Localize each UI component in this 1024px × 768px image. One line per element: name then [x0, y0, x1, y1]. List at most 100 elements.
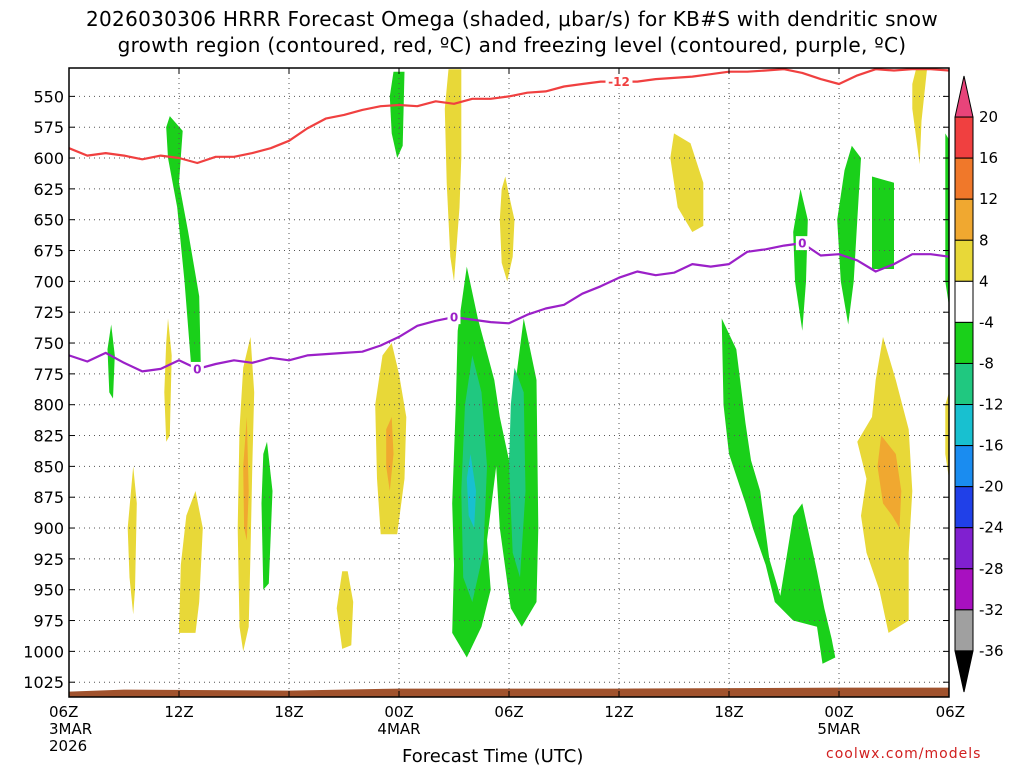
contour-label-freezing-level: 0 [450, 311, 458, 325]
y-tick-label: 650 [33, 211, 64, 230]
colorbar-segment [954, 280, 974, 323]
chart-title-line-1: 2026030306 HRRR Forecast Omega (shaded, … [86, 7, 938, 31]
omega-region-down-13z [179, 491, 203, 633]
colorbar-segment [954, 198, 974, 241]
contour-label-bg [190, 361, 204, 376]
x-tick-sublabel: 5MAR [817, 720, 860, 738]
contour-label-bg [447, 310, 461, 325]
x-tick-sublabel: 3MAR [49, 720, 92, 738]
y-tick-label: 750 [33, 334, 64, 353]
omega-region-up-19z [721, 318, 836, 664]
colorbar-label: -16 [979, 437, 1004, 455]
omega-region-up-09z [107, 324, 115, 399]
omega-region-up-16z [261, 441, 273, 590]
y-tick-label: 875 [33, 488, 64, 507]
y-tick-label: 775 [33, 365, 64, 384]
x-tick-sublabel: 4MAR [377, 720, 420, 738]
colorbar-segment [954, 527, 974, 570]
y-tick-label: 950 [33, 581, 64, 600]
omega-region-up-22z [793, 188, 808, 331]
colorbar-segment [954, 486, 974, 529]
colorbar-label: -12 [979, 396, 1004, 414]
colorbar-segment [954, 321, 974, 364]
omega-region-down-14z [670, 133, 704, 232]
contour-label-bg [605, 74, 633, 89]
omega-region-up-03z-core [466, 454, 476, 528]
colorbar-segment [954, 404, 974, 447]
y-tick-label: 600 [33, 149, 64, 168]
omega-region-down-05z [499, 176, 515, 282]
y-tick-label: 625 [33, 180, 64, 199]
y-tick-label: 700 [33, 272, 64, 291]
x-tick-label: 06Z [494, 703, 523, 721]
colorbar-label: -8 [979, 354, 994, 372]
colorbar-segment [954, 568, 974, 611]
x-tick-label: 00Z [824, 703, 853, 721]
y-tick-label: 975 [33, 612, 64, 631]
x-tick-label: 06Z [49, 703, 78, 721]
colorbar-label: 20 [979, 108, 998, 126]
x-axis-label: Forecast Time (UTC) [402, 746, 584, 767]
colorbar-label: -36 [979, 642, 1004, 660]
contour-label-freezing-level: 0 [798, 237, 806, 251]
y-tick-label: 800 [33, 396, 64, 415]
y-tick-label: 900 [33, 519, 64, 538]
y-tick-label: 675 [33, 242, 64, 261]
omega-region-up-00z-upper [389, 71, 405, 158]
x-tick-label: 06Z [936, 703, 965, 721]
x-tick-sublabel-year: 2026 [49, 737, 87, 755]
colorbar-label: 16 [979, 149, 998, 167]
contour-label-dendritic-growth-region: -12 [608, 75, 630, 89]
contour-label-bg [795, 236, 809, 251]
colorbar-label: -28 [979, 560, 1004, 578]
omega-region-down-02z [444, 69, 462, 282]
y-tick-label: 925 [33, 550, 64, 569]
colorbar-label: -32 [979, 601, 1004, 619]
omega-region-down-15z-core [243, 417, 249, 541]
colorbar-label: -24 [979, 519, 1004, 537]
axes: 550 575 600 625 650 675 700 725 750 775 800 825 850 8… [23, 67, 965, 755]
contour-label-freezing-level: 0 [193, 362, 201, 376]
colorbar: 20 16 12 8 4 -4 -8 -12 -16 -20 -24 -28 -32 -36 [954, 75, 1004, 693]
omega-region-down-20z [336, 571, 354, 649]
y-tick-label: 550 [33, 87, 64, 106]
y-tick-label: 1000 [23, 642, 64, 661]
omega-region-down-00z-core [386, 417, 394, 491]
omega-region-down-12z [164, 318, 172, 442]
y-tick-label: 725 [33, 303, 64, 322]
colorbar-label: 4 [979, 272, 989, 290]
colorbar-label: 8 [979, 231, 989, 249]
grid [69, 68, 949, 697]
x-tick-label: 12Z [164, 703, 193, 721]
colorbar-segment [954, 609, 974, 652]
omega-region-up-12z-upper [166, 116, 201, 374]
chart-title: 2026030306 HRRR Forecast Omega (shaded, … [0, 6, 1024, 58]
colorbar-top-triangle [954, 75, 974, 118]
colorbar-segment [954, 116, 974, 159]
x-tick-label: 12Z [604, 703, 633, 721]
omega-region-down-05z-upper [912, 69, 927, 165]
colorbar-label: -4 [979, 313, 994, 331]
omega-region-up-03z-upper-right [872, 176, 894, 269]
y-tick-label: 1025 [23, 673, 64, 692]
colorbar-label: -20 [979, 478, 1004, 496]
contour-dendritic-growth-region [69, 68, 949, 165]
x-tick-label: 00Z [384, 703, 413, 721]
omega-shading [107, 69, 949, 664]
x-tick-label: 18Z [714, 703, 743, 721]
contours: -12 0 0 0 [69, 68, 949, 376]
omega-region-down-09z [127, 466, 137, 615]
colorbar-segment [954, 445, 974, 488]
omega-region-down-03z-right-core [877, 435, 902, 528]
colorbar-segment [954, 362, 974, 406]
colorbar-segment [954, 157, 974, 200]
credit-text: coolwx.com/models [826, 746, 982, 762]
colorbar-bottom-triangle [954, 650, 974, 693]
omega-region-up-06z-inner [509, 367, 526, 578]
colorbar-label: 12 [979, 190, 998, 208]
y-tick-label: 825 [33, 427, 64, 446]
omega-region-up-00z-upper-right [837, 145, 861, 325]
y-tick-label: 850 [33, 457, 64, 476]
colorbar-segment [954, 239, 974, 282]
